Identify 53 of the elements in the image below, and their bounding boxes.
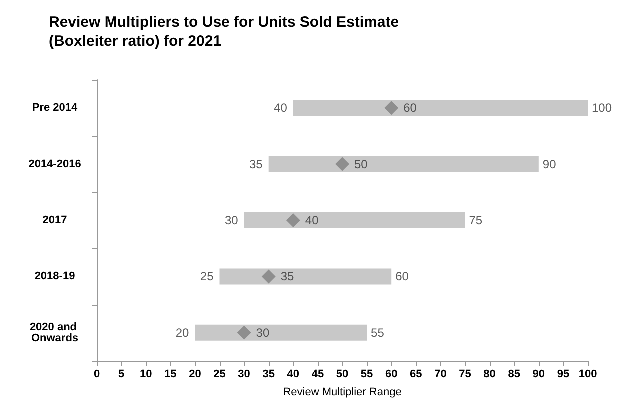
annotation: 35 bbox=[249, 157, 264, 172]
x-tick-label: 100 bbox=[578, 368, 598, 380]
annotation: 90 bbox=[542, 157, 557, 172]
x-tick-label: 0 bbox=[94, 368, 100, 380]
data-label: 60 bbox=[404, 101, 418, 116]
annotation: 75 bbox=[469, 214, 483, 228]
bar bbox=[293, 100, 588, 116]
x-tick-label: 85 bbox=[508, 368, 520, 380]
annotation: 25 bbox=[200, 270, 214, 284]
x-tick-label: 65 bbox=[410, 368, 422, 380]
point bbox=[286, 214, 300, 228]
x-tick-label: 70 bbox=[434, 368, 447, 380]
x-tick-label: 5 bbox=[118, 368, 125, 380]
point bbox=[336, 157, 350, 172]
annotation: 20 bbox=[176, 326, 190, 340]
annotation: 100 bbox=[592, 101, 612, 116]
y-tick-label: 2014-2016 bbox=[28, 158, 82, 170]
annotation: 40 bbox=[274, 101, 288, 116]
data-label: 40 bbox=[305, 214, 320, 228]
y-tick-label: 2018-19 bbox=[34, 270, 76, 283]
x-tick-label: 75 bbox=[459, 368, 472, 380]
x-tick-label: 15 bbox=[164, 368, 177, 380]
point bbox=[237, 326, 252, 340]
x-tick-label: 45 bbox=[312, 368, 324, 380]
x-tick-label: 30 bbox=[238, 368, 250, 380]
data-label: 50 bbox=[354, 157, 368, 172]
data-label: 35 bbox=[280, 270, 295, 284]
x-tick-label: 25 bbox=[214, 368, 226, 380]
annotation: 60 bbox=[396, 270, 410, 284]
bar bbox=[244, 212, 466, 228]
point bbox=[262, 270, 276, 284]
x-tick-label: 10 bbox=[140, 368, 152, 380]
data-label: 30 bbox=[256, 326, 270, 340]
bar bbox=[195, 324, 368, 341]
annotation: 55 bbox=[371, 326, 385, 340]
x-tick-label: 60 bbox=[385, 368, 398, 380]
x-tick-label: 55 bbox=[360, 368, 374, 380]
x-tick-label: 50 bbox=[336, 368, 349, 380]
x-tick-label: 20 bbox=[189, 368, 202, 380]
bar bbox=[220, 268, 392, 285]
point bbox=[384, 101, 399, 116]
x-axis-title: Review Multiplier Range bbox=[283, 386, 402, 398]
x-tick-label: 95 bbox=[557, 368, 570, 380]
chart-title: Review Multipliers to Use for Units Sold Estimate (Boxleiter ratio) for 2021 bbox=[49, 14, 400, 50]
y-tick-label: 2020 and Onwards bbox=[30, 321, 80, 344]
x-tick-label: 40 bbox=[287, 368, 300, 380]
y-tick-label: 2017 bbox=[42, 214, 68, 226]
x-tick-label: 90 bbox=[532, 368, 546, 380]
x-tick-label: 35 bbox=[262, 368, 275, 380]
bar bbox=[268, 156, 539, 172]
annotation: 30 bbox=[224, 214, 239, 228]
x-tick-label: 80 bbox=[484, 368, 496, 380]
y-tick-label: Pre 2014 bbox=[32, 102, 79, 114]
